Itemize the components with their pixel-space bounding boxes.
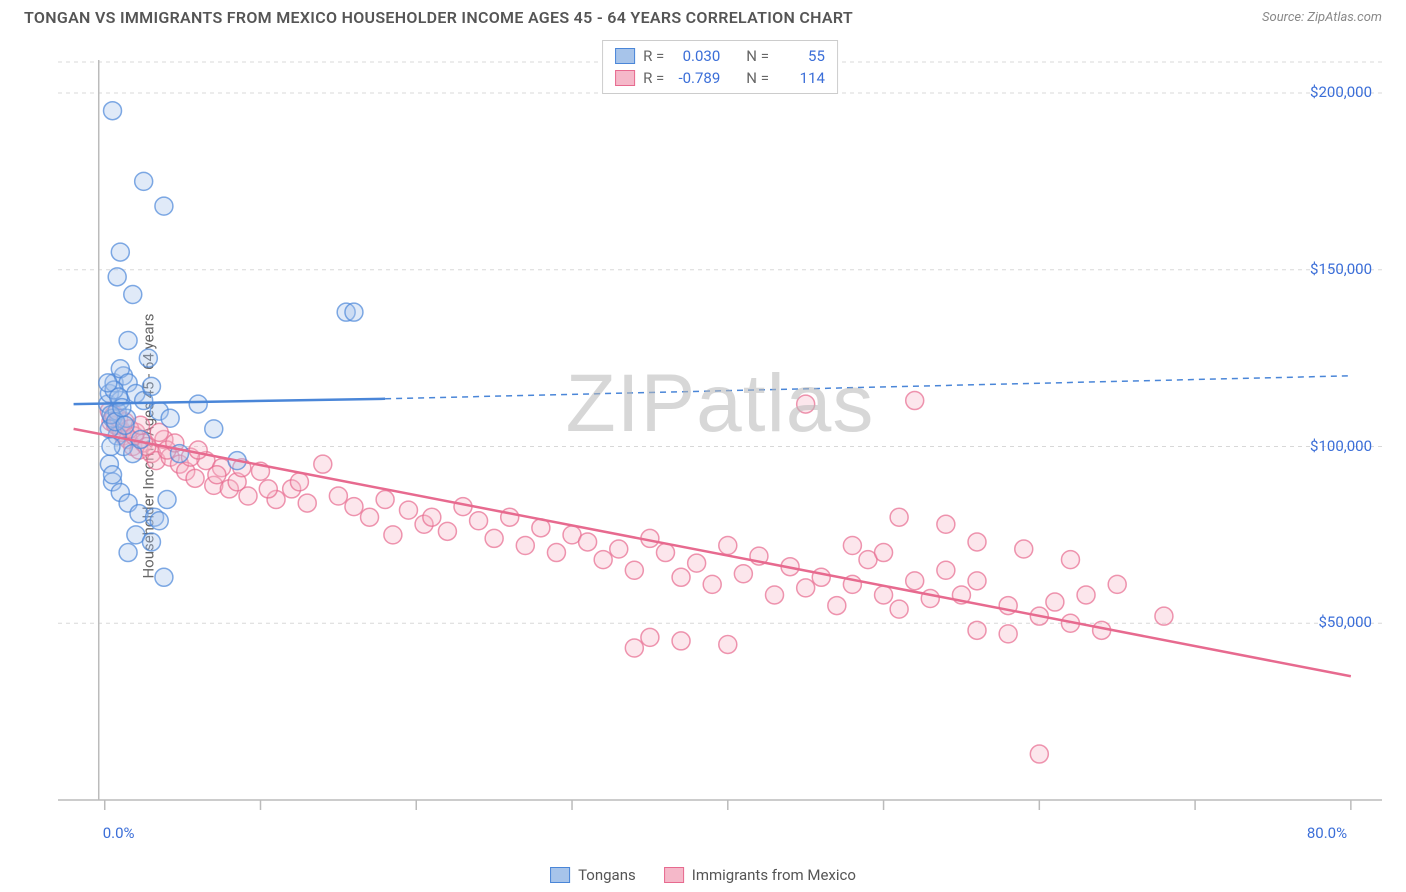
source-label: Source: ZipAtlas.com	[1262, 10, 1382, 25]
legend-swatch	[615, 48, 635, 64]
legend-series: Tongans Immigrants from Mexico	[550, 866, 856, 884]
legend-r-label: R =	[643, 47, 664, 65]
scatter-chart	[58, 40, 1382, 832]
legend-swatch	[615, 70, 635, 86]
legend-r-value: 0.030	[672, 47, 720, 65]
legend-r-label: R =	[643, 69, 664, 87]
legend-swatch	[550, 867, 570, 883]
legend-n-label: N =	[746, 69, 769, 87]
legend-n-label: N =	[746, 47, 769, 65]
legend-correlation: R = 0.030 N = 55 R = -0.789 N = 114	[602, 40, 838, 94]
y-tick-label: $100,000	[1310, 437, 1372, 455]
legend-label: Tongans	[578, 866, 636, 884]
legend-n-value: 114	[777, 69, 825, 87]
x-tick-label: 80.0%	[1307, 824, 1347, 842]
legend-top-row: R = 0.030 N = 55	[615, 45, 825, 67]
legend-bottom-item: Tongans	[550, 866, 636, 884]
chart-area: R =0.030N =55R =-0.789N =114 ZIPatlas $5…	[58, 40, 1382, 832]
legend-r-value: -0.789	[672, 69, 720, 87]
legend-swatch	[664, 867, 684, 883]
legend-top-row: R = -0.789 N = 114	[615, 67, 825, 89]
x-tick-label: 0.0%	[103, 824, 135, 842]
y-tick-label: $200,000	[1310, 83, 1372, 101]
legend-label: Immigrants from Mexico	[692, 866, 856, 884]
chart-title: TONGAN VS IMMIGRANTS FROM MEXICO HOUSEHO…	[24, 8, 853, 27]
y-tick-label: $50,000	[1318, 613, 1372, 631]
y-tick-label: $150,000	[1310, 260, 1372, 278]
legend-n-value: 55	[777, 47, 825, 65]
legend-bottom-item: Immigrants from Mexico	[664, 866, 856, 884]
